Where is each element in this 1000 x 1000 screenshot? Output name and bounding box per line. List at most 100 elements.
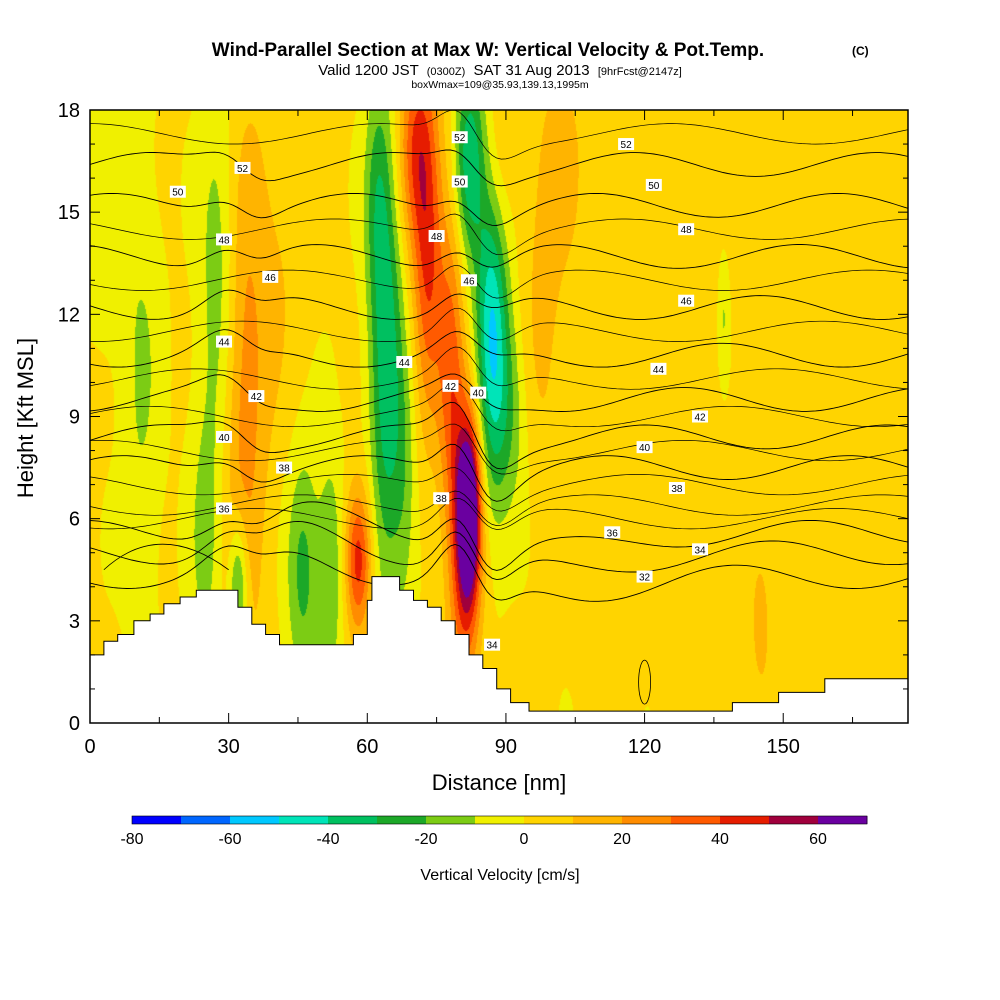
contour-label-bg: [276, 461, 293, 474]
contour-label: 52: [618, 138, 635, 151]
contour-label-bg: [645, 178, 662, 191]
contour-label-text: 46: [463, 276, 475, 287]
contour-label-bg: [234, 161, 251, 174]
contour-label: 44: [396, 356, 413, 369]
contour-label-bg: [428, 230, 445, 243]
contour-label: 38: [668, 482, 685, 495]
contour-label-text: 36: [218, 504, 230, 515]
colorbar-swatch: [818, 816, 868, 824]
terrain-mask: [89, 576, 909, 724]
contour-label-bg: [433, 492, 450, 505]
contour-label: 48: [216, 233, 233, 246]
colorbar-tick-label: -40: [316, 831, 339, 848]
contour-label-text: 52: [237, 164, 249, 175]
contour-label: 36: [216, 502, 233, 515]
contour-label: 42: [692, 410, 709, 424]
colorbar: -80 -60 -40 -20 0 20 40 60: [120, 815, 868, 848]
contour-label-bg: [678, 223, 695, 236]
theta-contour: [90, 501, 908, 571]
valid-utc: (0300Z): [427, 66, 466, 78]
colorbar-swatch: [279, 816, 329, 824]
contour-label-bg: [216, 502, 233, 515]
contour-label-text: 40: [218, 433, 230, 444]
contour-label-text: 38: [436, 494, 448, 505]
contour-label-text: 40: [473, 389, 485, 400]
chart-subtitle: Valid 1200 JST (0300Z) SAT 31 Aug 2013 […: [318, 62, 682, 79]
contour-label-bg: [216, 430, 233, 443]
colorbar-tick-label: 40: [711, 831, 729, 848]
contour-label: 34: [692, 543, 709, 556]
y-tick-label: 15: [58, 202, 80, 224]
contour-label-bg: [216, 335, 233, 348]
colorbar-swatch: [426, 816, 476, 824]
colorbar-swatch: [132, 816, 182, 824]
contour-label: 46: [262, 270, 279, 284]
y-tick-label: 12: [58, 304, 80, 326]
theta-contour: [90, 289, 908, 320]
contour-label: 46: [460, 274, 477, 287]
contour-label-bg: [692, 410, 709, 423]
colorbar-swatch: [671, 816, 721, 824]
contour-label: 36: [604, 526, 621, 539]
valid-time: Valid 1200 JST: [318, 62, 418, 79]
contour-label: 40: [470, 386, 487, 400]
contour-label-text: 38: [279, 464, 291, 475]
x-tick-label: 150: [767, 736, 800, 758]
colorbar-tick-label: 20: [613, 831, 631, 848]
contour-label-text: 44: [399, 358, 411, 369]
colorbar-swatch: [622, 816, 672, 824]
x-tick-label: 60: [356, 736, 378, 758]
contour-label-bg: [169, 185, 186, 198]
contour-label-bg: [618, 138, 635, 151]
contour-label-text: 42: [251, 392, 263, 403]
contour-label: 32: [636, 570, 653, 584]
theta-contour: [90, 544, 908, 602]
contour-label-text: 44: [218, 338, 230, 349]
contour-label: 48: [678, 223, 695, 236]
theta-contour: [90, 467, 908, 512]
theta-contour: [90, 373, 908, 412]
box-wmax-info: boxWmax=109@35.93,139.13,1995m: [411, 79, 589, 91]
theta-contour: [90, 401, 908, 470]
contour-labels: 52 50 48 46 44 42 40 38 36 52 50 48 46 44 42 40 38 34 52 50…: [169, 131, 709, 652]
title-block: Wind-Parallel Section at Max W: Vertical…: [212, 40, 869, 91]
theta-contour: [90, 244, 908, 269]
contour-label-bg: [460, 274, 477, 287]
contour-label: 44: [650, 362, 667, 376]
y-tick-label: 9: [69, 407, 80, 429]
contour-label-text: 48: [681, 225, 693, 236]
contour-label-bg: [692, 543, 709, 556]
contour-label-text: 34: [694, 545, 706, 556]
colorbar-tick-label: 0: [520, 831, 529, 848]
contour-label-bg: [636, 441, 653, 454]
contour-label-text: 46: [265, 273, 277, 284]
potential-temperature-contours: [90, 110, 908, 705]
colorbar-swatch: [328, 816, 378, 824]
contour-label: 50: [645, 178, 662, 192]
y-tick-label: 0: [69, 713, 80, 735]
contour-label-text: 46: [681, 297, 693, 308]
contour-label-bg: [668, 482, 685, 495]
contour-label: 48: [428, 230, 445, 243]
contour-label: 38: [276, 461, 293, 475]
colorbar-tick-label: 60: [809, 831, 827, 848]
valid-date: SAT 31 Aug 2013: [473, 62, 589, 79]
theta-contour: [90, 443, 908, 502]
contour-label-text: 44: [653, 365, 665, 376]
colorbar-swatch: [524, 816, 574, 824]
contour-label-text: 34: [487, 641, 499, 652]
copyright-mark: (C): [852, 44, 869, 58]
contour-label-bg: [248, 390, 265, 403]
contour-label-bg: [396, 356, 413, 369]
plot-area: 5250484644424038365250484644424038345250…: [58, 100, 909, 758]
contour-label-text: 42: [694, 413, 706, 424]
x-tick-label: 0: [84, 736, 95, 758]
y-axis-label: Height [Kft MSL]: [13, 338, 38, 498]
colorbar-swatch: [573, 816, 623, 824]
theta-contour: [90, 382, 908, 432]
colorbar-tick-label: -60: [218, 831, 241, 848]
contour-label: 34: [484, 638, 501, 652]
contour-label-text: 32: [639, 573, 651, 584]
